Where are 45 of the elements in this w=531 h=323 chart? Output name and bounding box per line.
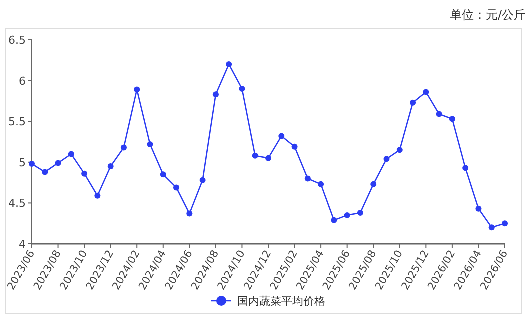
point	[147, 141, 154, 148]
point	[396, 147, 403, 154]
point	[462, 165, 469, 172]
point	[344, 212, 350, 218]
point	[266, 155, 272, 162]
point	[488, 224, 495, 231]
point	[292, 144, 298, 150]
y-tick-label: 4.5	[8, 197, 26, 210]
point	[423, 89, 430, 96]
point	[82, 170, 88, 177]
point	[318, 181, 324, 188]
y-tick-label: 4	[19, 238, 26, 251]
point	[120, 144, 127, 151]
point	[239, 86, 246, 92]
y-tick-label: 5.5	[8, 116, 26, 129]
y-tick-label: 6.5	[8, 34, 26, 47]
point	[384, 156, 390, 162]
point	[436, 111, 442, 118]
point	[186, 210, 193, 217]
point	[174, 184, 180, 191]
point	[134, 86, 140, 93]
point	[108, 163, 114, 170]
point	[160, 172, 166, 178]
point	[55, 160, 62, 166]
point	[94, 192, 101, 199]
point	[370, 181, 377, 188]
point	[331, 217, 338, 224]
point	[68, 151, 74, 158]
point	[449, 116, 456, 122]
point	[304, 176, 311, 182]
point	[29, 161, 35, 168]
point	[502, 220, 508, 227]
y-tick-label: 6	[19, 74, 26, 88]
y-tick-label: 5	[19, 156, 26, 170]
point	[42, 169, 48, 176]
text: 单位：元/公斤	[450, 8, 526, 22]
point	[410, 100, 416, 106]
point	[252, 152, 258, 159]
point	[212, 92, 219, 98]
point	[476, 206, 482, 212]
point	[200, 177, 206, 184]
point	[357, 210, 364, 216]
point	[226, 61, 232, 68]
point	[278, 133, 285, 140]
legend-label: 国内蔬菜平均价格	[238, 295, 326, 308]
